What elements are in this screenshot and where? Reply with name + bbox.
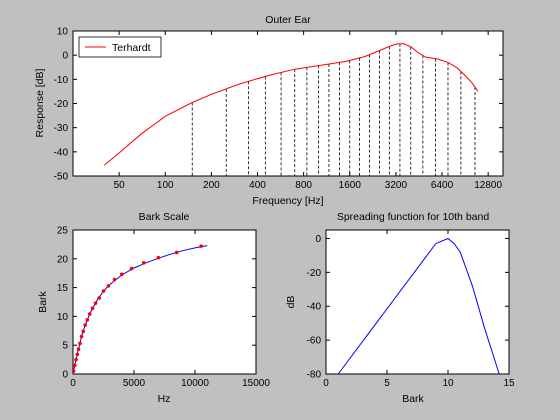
band-center-point <box>87 312 92 316</box>
outer-ear-xtick-label: 100 <box>157 180 174 191</box>
outer-ear-ytick-label: -20 <box>54 99 69 110</box>
outer-ear-xlabel: Frequency [Hz] <box>252 195 323 207</box>
terhardt-series-line <box>103 43 479 166</box>
outer-ear-xtick-label: 50 <box>114 180 126 191</box>
spreading-plot-area <box>325 229 510 375</box>
spreading-ytick-label: -80 <box>307 370 322 381</box>
band-center-point <box>120 272 124 277</box>
spreading-ytick-label: -60 <box>307 336 322 347</box>
bark-scale-plot-area <box>72 229 257 375</box>
band-center-point <box>93 301 98 305</box>
outer-ear-xtick-label: 12800 <box>474 180 502 191</box>
spreading-title: Spreading function for 10th band <box>337 211 490 223</box>
outer-ear-ytick-label: -40 <box>54 147 69 158</box>
spreading-ytick-label: -40 <box>307 302 322 313</box>
bark-ytick-label: 0 <box>62 370 68 381</box>
bark-ytick-label: 25 <box>57 226 69 237</box>
band-center-point <box>156 255 161 260</box>
outer-ear-ytick-label: -10 <box>54 75 69 86</box>
outer-ear-ytick-label: 10 <box>57 27 69 38</box>
spreading-ytick-label: 0 <box>315 234 321 245</box>
bark-curve-line <box>72 245 208 375</box>
bark-xtick-label: 5000 <box>123 378 146 389</box>
spreading-xtick-label: 0 <box>323 378 329 389</box>
outer-ear-xtick-label: 200 <box>203 180 220 191</box>
spreading-ylabel: dB <box>285 296 297 309</box>
outer-ear-xtick-label: 1600 <box>339 180 362 191</box>
band-center-point <box>199 244 203 248</box>
bark-ytick-label: 5 <box>62 341 68 352</box>
legend: Terhardt <box>78 36 162 58</box>
band-center-point <box>81 329 86 334</box>
spreading-xlabel: Bark <box>402 393 424 405</box>
spreading-ytick-label: -20 <box>307 268 322 279</box>
band-center-point <box>101 289 106 293</box>
outer-ear-xtick-label: 400 <box>249 180 266 191</box>
outer-ear-xtick-label: 800 <box>295 180 312 191</box>
bark-xtick-label: 10000 <box>181 378 209 389</box>
outer-ear-axes: Outer Ear 50 100 200 400 800 1600 3200 6400 1280… <box>34 14 504 207</box>
bark-ytick-label: 15 <box>57 283 69 294</box>
band-center-point <box>129 266 134 271</box>
outer-ear-ylabel: Response [dB] <box>34 68 46 137</box>
outer-ear-xtick-label: 6400 <box>431 180 454 191</box>
band-center-point <box>83 323 87 327</box>
legend-box <box>78 36 162 58</box>
spreading-xtick-label: 15 <box>503 378 515 389</box>
band-center-point <box>79 334 84 339</box>
bark-ytick-label: 20 <box>57 254 69 265</box>
outer-ear-ytick-label: -50 <box>54 172 69 183</box>
band-center-point <box>106 284 111 288</box>
outer-ear-ytick-label: -30 <box>54 123 69 134</box>
bark-scale-ylabel: Bark <box>37 290 49 312</box>
band-center-point <box>76 347 81 352</box>
band-center-point <box>85 318 90 322</box>
outer-ear-title: Outer Ear <box>265 14 311 26</box>
band-center-point <box>71 369 76 373</box>
band-center-point <box>74 357 78 362</box>
spreading-xtick-label: 10 <box>442 378 454 389</box>
spreading-xtick-label: 5 <box>384 378 390 389</box>
band-center-point <box>141 261 146 265</box>
band-center-point <box>73 363 77 368</box>
bark-xtick-label: 15000 <box>242 378 270 389</box>
spreading-axes: Spreading function for 10th band 0 5 10 15 0… <box>285 211 515 405</box>
bark-xtick-label: 0 <box>70 378 76 389</box>
bark-scale-xlabel: Hz <box>158 393 171 405</box>
band-center-point <box>75 352 80 357</box>
band-center-point <box>90 306 95 311</box>
bark-ytick-label: 10 <box>57 312 69 323</box>
outer-ear-ytick-label: 0 <box>62 51 68 62</box>
band-center-point <box>97 296 102 300</box>
band-center-point <box>174 250 179 255</box>
outer-ear-xtick-label: 3200 <box>385 180 408 191</box>
band-center-point <box>112 277 117 282</box>
spreading-series-line <box>337 237 500 375</box>
band-center-point <box>78 341 82 346</box>
legend-label-terhardt: Terhardt <box>112 42 151 54</box>
bark-scale-title: Bark Scale <box>139 211 190 223</box>
